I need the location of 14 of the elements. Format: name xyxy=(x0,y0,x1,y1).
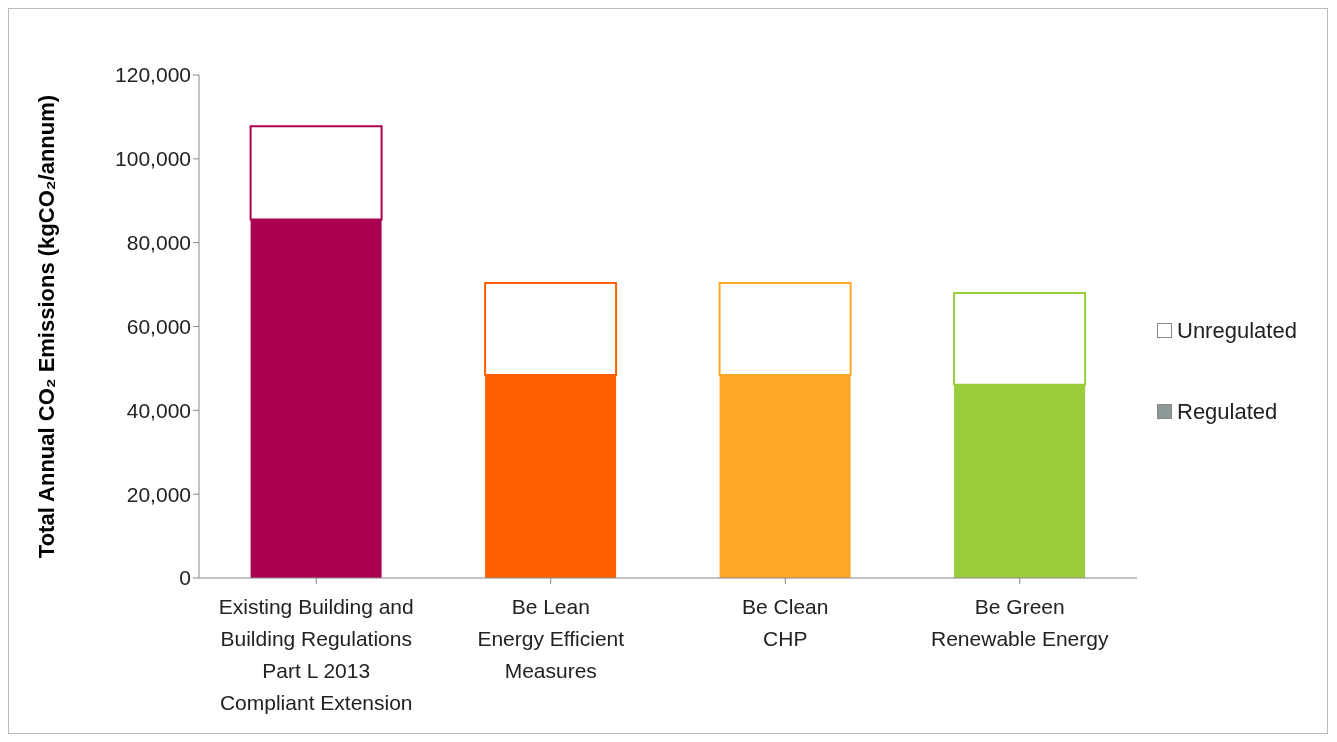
y-tick-label: 0 xyxy=(179,566,191,590)
y-tick-label: 20,000 xyxy=(126,482,191,506)
y-tick-label: 40,000 xyxy=(126,398,191,422)
text: Unregulated xyxy=(1177,317,1297,344)
x-tick-label: Existing Building and Building Regulations Part L 2013 Compliant Extension xyxy=(218,595,414,714)
y-axis-title: Total Annual CO₂ Emissions (kgCO₂/annum) xyxy=(34,94,59,559)
y-tick-label: 120,000 xyxy=(115,63,191,87)
y-tick-label: 60,000 xyxy=(126,314,191,338)
x-tick-label: Be Lean Energy Efficient Measures xyxy=(477,595,625,682)
x-tick-label: Be Green Renewable Energy xyxy=(931,595,1109,650)
y-tick-label: 100,000 xyxy=(115,147,191,171)
y-tick-label: 80,000 xyxy=(126,231,191,255)
text: Regulated xyxy=(1177,398,1278,425)
x-tick-label: Be Clean CHP xyxy=(742,595,829,650)
